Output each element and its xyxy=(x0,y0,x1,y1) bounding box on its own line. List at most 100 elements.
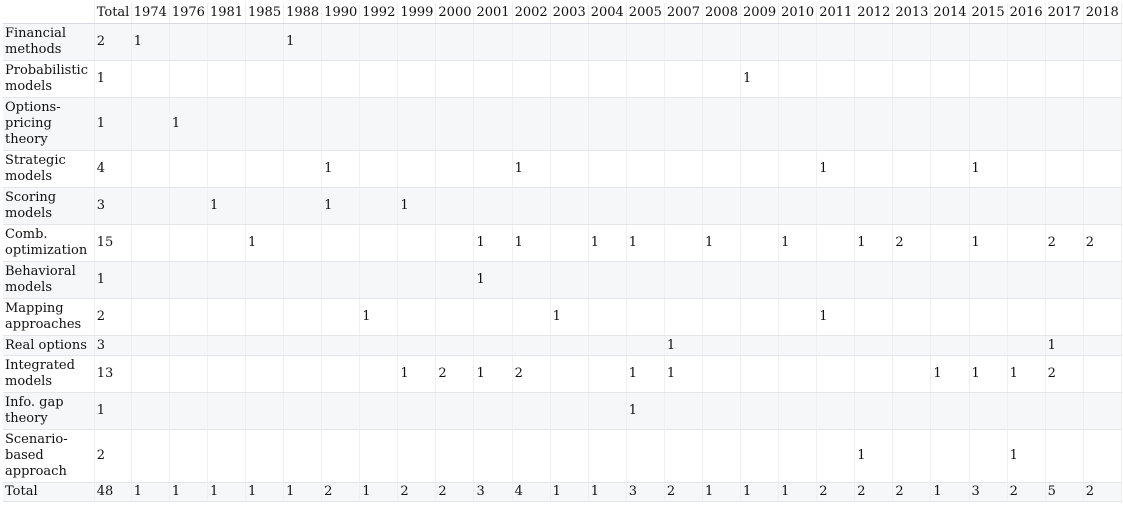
year-count-cell xyxy=(245,392,285,430)
year-count-cell: 1 xyxy=(550,298,589,336)
year-count-cell xyxy=(626,298,665,336)
year-count-cell xyxy=(1045,261,1084,299)
year-count-cell xyxy=(778,392,818,430)
year-count-cell xyxy=(207,355,247,393)
year-count-cell xyxy=(321,60,361,98)
year-count-cell xyxy=(740,97,780,151)
year-count-cell xyxy=(664,224,703,262)
year-count-cell xyxy=(626,150,665,188)
year-count-cell xyxy=(245,355,285,393)
year-count-cell xyxy=(512,187,551,225)
year-count-cell xyxy=(131,97,170,151)
year-count-cell xyxy=(740,298,780,336)
row-total-cell: 13 xyxy=(94,355,132,393)
year-count-cell xyxy=(245,261,285,299)
row-label: Probabilistic models xyxy=(3,60,95,98)
year-total-cell: 2 xyxy=(1083,482,1123,502)
year-count-cell: 1 xyxy=(969,355,1008,393)
year-count-cell xyxy=(778,335,818,356)
year-total-cell: 2 xyxy=(435,482,475,502)
year-count-cell xyxy=(1083,355,1123,393)
year-count-cell xyxy=(435,335,475,356)
year-count-cell xyxy=(359,97,399,151)
year-count-cell xyxy=(207,429,247,483)
year-count-cell xyxy=(245,335,285,356)
year-count-cell xyxy=(321,224,361,262)
row-total-cell: 1 xyxy=(94,392,132,430)
year-count-cell xyxy=(664,97,703,151)
year-count-cell: 1 xyxy=(131,23,170,61)
year-count-cell xyxy=(1007,392,1046,430)
year-count-cell: 1 xyxy=(626,392,665,430)
year-count-cell xyxy=(397,298,437,336)
year-count-cell xyxy=(930,392,970,430)
total-row-label: Total xyxy=(3,482,95,502)
year-count-cell xyxy=(664,23,703,61)
year-count-cell xyxy=(588,187,627,225)
year-count-cell xyxy=(816,335,856,356)
year-count-cell xyxy=(930,60,970,98)
year-count-cell xyxy=(321,335,361,356)
year-count-cell: 1 xyxy=(740,60,780,98)
year-count-cell xyxy=(626,187,665,225)
year-count-cell xyxy=(131,187,170,225)
year-count-cell xyxy=(1007,60,1046,98)
year-count-cell xyxy=(1007,224,1046,262)
year-count-cell xyxy=(816,355,856,393)
year-count-cell xyxy=(169,335,208,356)
year-total-cell: 1 xyxy=(778,482,818,502)
year-count-cell xyxy=(283,224,323,262)
column-header-year: 2009 xyxy=(740,3,780,24)
year-count-cell xyxy=(1045,429,1084,483)
year-count-cell xyxy=(892,23,932,61)
year-count-cell xyxy=(169,298,208,336)
year-count-cell xyxy=(473,335,513,356)
year-count-cell xyxy=(1045,298,1084,336)
year-total-cell: 1 xyxy=(930,482,970,502)
year-count-cell xyxy=(626,429,665,483)
year-count-cell xyxy=(397,97,437,151)
year-count-cell xyxy=(512,429,551,483)
row-label: Financial methods xyxy=(3,23,95,61)
year-count-cell xyxy=(245,150,285,188)
row-label: Integrated models xyxy=(3,355,95,393)
year-count-cell xyxy=(359,261,399,299)
year-count-cell xyxy=(816,187,856,225)
year-total-cell: 1 xyxy=(702,482,742,502)
year-count-cell: 1 xyxy=(854,224,894,262)
year-count-cell xyxy=(930,429,970,483)
header-corner xyxy=(3,3,95,24)
year-count-cell xyxy=(588,60,627,98)
table-row: Scoring models 3 1 1 1 xyxy=(3,187,1123,225)
year-count-cell xyxy=(702,429,742,483)
year-count-cell xyxy=(169,187,208,225)
year-count-cell xyxy=(550,429,589,483)
column-header-year: 2015 xyxy=(969,3,1008,24)
year-count-cell xyxy=(245,429,285,483)
table-row: Financial methods 2 1 1 xyxy=(3,23,1123,61)
row-total-cell: 3 xyxy=(94,335,132,356)
column-header-total: Total xyxy=(94,3,132,24)
year-count-cell: 1 xyxy=(321,150,361,188)
year-count-cell xyxy=(207,23,247,61)
year-count-cell xyxy=(1007,335,1046,356)
year-count-cell xyxy=(740,355,780,393)
year-total-cell: 1 xyxy=(169,482,208,502)
year-count-cell xyxy=(1045,97,1084,151)
year-count-cell xyxy=(550,187,589,225)
year-count-cell xyxy=(930,97,970,151)
column-header-year: 2005 xyxy=(626,3,665,24)
table-row: Scenario-based approach 2 1 1 xyxy=(3,429,1123,483)
year-count-cell xyxy=(1083,23,1123,61)
year-count-cell xyxy=(588,335,627,356)
year-count-cell xyxy=(512,60,551,98)
row-total-cell: 2 xyxy=(94,429,132,483)
year-count-cell xyxy=(892,150,932,188)
year-count-cell xyxy=(359,335,399,356)
year-count-cell xyxy=(702,392,742,430)
year-total-cell: 3 xyxy=(626,482,665,502)
year-count-cell xyxy=(207,150,247,188)
year-count-cell xyxy=(969,429,1008,483)
year-count-cell xyxy=(664,187,703,225)
year-count-cell xyxy=(969,261,1008,299)
